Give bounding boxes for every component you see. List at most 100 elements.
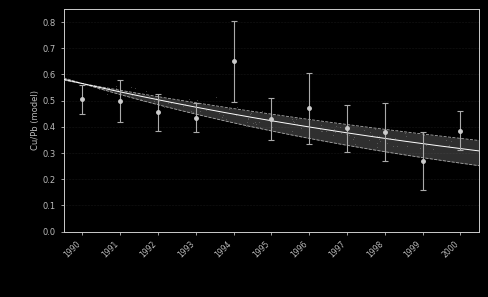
Point [254,120,262,125]
Point [253,116,261,121]
Point [244,116,252,120]
Point [196,109,204,114]
Point [81,82,89,87]
Point [402,144,410,149]
Point [154,98,162,103]
Point [258,108,265,113]
Point [246,110,254,115]
Point [390,136,398,141]
Point [315,127,323,132]
Point [443,144,451,148]
Point [297,126,305,131]
Point [218,115,226,119]
Point [366,130,373,135]
Point [321,129,329,134]
Point [115,77,122,82]
Point [90,83,98,88]
Point [392,128,400,132]
Point [123,89,131,93]
Point [255,124,263,129]
Point [222,117,230,121]
Point [101,88,108,93]
Point [164,99,172,104]
Point [127,92,135,97]
Point [382,140,389,145]
Point [359,128,367,133]
Point [441,138,449,143]
Point [250,119,258,124]
Point [245,112,253,116]
Point [419,132,427,137]
Point [232,105,240,109]
Point [248,115,256,119]
Point [248,121,256,126]
Point [289,120,297,125]
Point [392,143,400,148]
Point [330,129,338,134]
Point [342,129,349,134]
Point [166,101,174,105]
Point [367,133,375,138]
Point [287,129,295,133]
Point [350,135,358,139]
Point [194,112,202,117]
Point [212,95,220,100]
Point [218,113,226,118]
Point [112,86,120,91]
Point [139,98,147,103]
Point [87,83,95,88]
Point [131,85,139,90]
Point [336,130,344,135]
Point [224,107,232,112]
Point [287,116,295,121]
Point [388,144,396,148]
Point [127,85,135,90]
Point [293,122,301,127]
Point [187,108,195,113]
Point [386,135,393,140]
Point [189,110,197,114]
Point [102,91,110,96]
Point [349,137,357,141]
Point [428,147,436,152]
Point [145,94,153,99]
Point [95,87,102,92]
Point [447,139,454,143]
Point [215,111,223,116]
Point [122,90,129,95]
Point [256,115,264,120]
Point [192,105,200,110]
Point [232,113,240,118]
Point [243,120,251,125]
Point [243,117,251,121]
Point [181,102,189,106]
Point [150,99,158,104]
Point [328,132,336,137]
Point [372,145,380,150]
Point [159,105,167,110]
Point [329,128,337,133]
Point [342,134,350,138]
Point [336,125,344,130]
Point [114,88,122,93]
Point [242,124,249,129]
Point [111,84,119,89]
Point [345,133,352,138]
Point [373,141,381,146]
Point [331,124,339,129]
Point [155,99,163,104]
Point [251,122,259,127]
Point [445,143,452,148]
Point [375,138,383,143]
Y-axis label: Cu/Pb (model): Cu/Pb (model) [31,90,40,150]
Point [142,88,149,93]
Point [316,129,324,133]
Point [317,123,325,127]
Point [351,141,359,146]
Point [193,98,201,102]
Point [415,146,423,150]
Point [364,124,372,129]
Point [137,97,144,102]
Point [400,131,408,135]
Point [329,126,337,131]
